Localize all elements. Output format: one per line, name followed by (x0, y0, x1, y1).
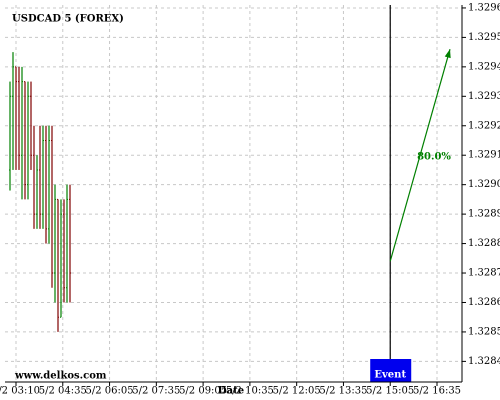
x-tick-label: 5/2 09:05 (179, 386, 227, 397)
x-tick-label: 5/2 07:35 (132, 386, 180, 397)
marks: Event 80.0% (9, 5, 451, 382)
x-tick-label: 5/2 13:35 (319, 386, 367, 397)
y-tick-label: 1.3289 (468, 209, 500, 220)
grid (5, 5, 462, 382)
y-tick-label: 1.3287 (468, 268, 500, 279)
x-tick-label: 5/2 15:05 (366, 386, 414, 397)
y-tick-label: 1.3284 (468, 356, 500, 367)
y-tick-label: 1.3296 (468, 2, 500, 13)
y-tick-label: 1.3291 (468, 150, 500, 161)
chart-title: USDCAD 5 (FOREX) (12, 14, 124, 25)
x-axis-label: Date (218, 386, 244, 397)
y-tick-label: 1.3290 (468, 179, 500, 190)
x-tick-label: 5/2 12:05 (273, 386, 321, 397)
x-tick-label: 5/2 10:35 (226, 386, 274, 397)
x-tick-label: 5/2 03:10 (0, 386, 40, 397)
event-label: Event (374, 370, 406, 381)
x-tick-label: 5/2 04:35 (39, 386, 87, 397)
y-tick-label: 1.3285 (468, 326, 500, 337)
y-tick-label: 1.3286 (468, 297, 500, 308)
y-tick-label: 1.3294 (468, 61, 500, 72)
x-tick-label: 5/2 06:05 (86, 386, 134, 397)
y-tick-label: 1.3292 (468, 120, 500, 131)
forecast-label: 80.0% (417, 152, 451, 163)
arrow-head (444, 49, 451, 59)
y-tick-label: 1.3295 (468, 32, 500, 43)
y-tick-label: 1.3293 (468, 91, 500, 102)
event-box (370, 359, 412, 382)
x-tick-label: 5/2 16:35 (413, 386, 461, 397)
y-tick-label: 1.3288 (468, 238, 500, 249)
forecast-arrow (389, 49, 451, 262)
watermark: www.delkos.com (14, 371, 107, 382)
